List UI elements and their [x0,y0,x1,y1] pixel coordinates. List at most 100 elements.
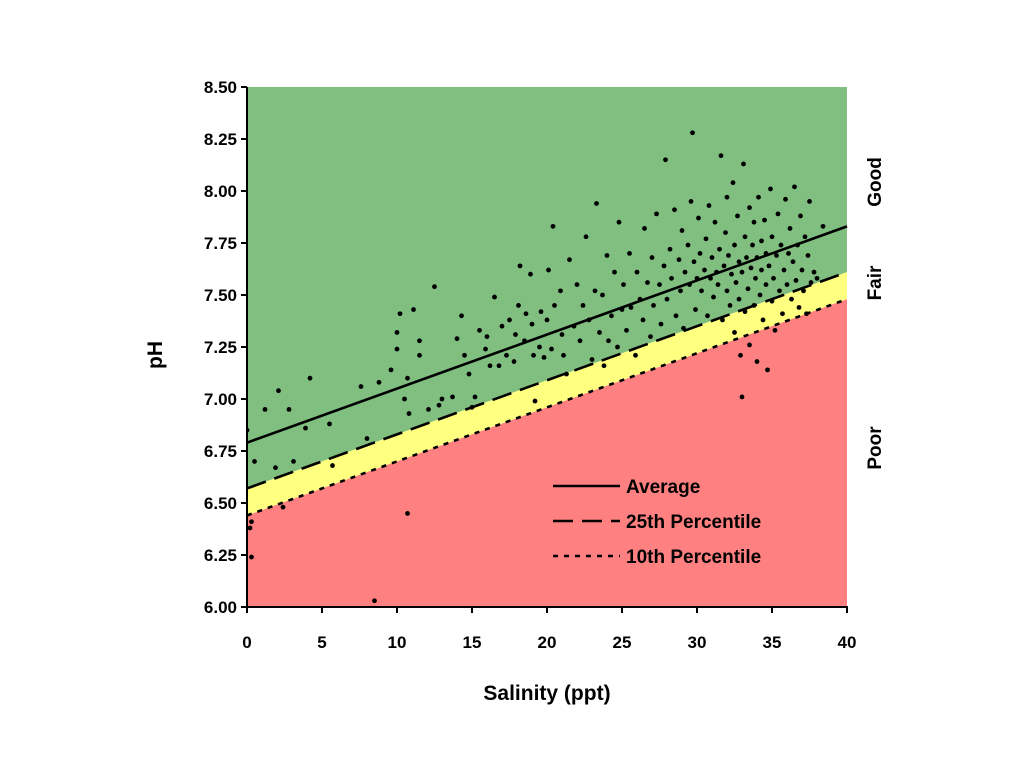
data-point [769,234,775,240]
data-point [724,194,730,200]
data-point [303,425,308,431]
data-point [417,352,422,358]
data-point [781,267,787,273]
data-point [760,317,766,323]
25th-percentile-line [246,270,848,490]
data-point [682,269,688,275]
x-tick-label: 20 [538,633,557,652]
data-point [541,355,547,360]
data-point [492,294,497,300]
data-point [693,307,698,312]
zone-fair [247,272,847,516]
data-point [697,251,703,256]
data-point [654,211,659,217]
data-point [600,292,605,298]
data-point [750,242,755,248]
data-point [727,303,733,308]
data-point [678,288,683,294]
y-tick-label: 8.50 [204,78,237,97]
data-point [601,363,607,369]
data-point [276,388,281,394]
data-point [663,157,668,163]
y-tick-label: 6.75 [204,442,237,461]
data-point [705,313,710,319]
legend-25th-label: 25th Percentile [626,512,761,533]
data-point [736,259,742,265]
data-point [330,463,335,468]
data-point [744,255,749,260]
data-point [732,330,737,335]
data-point [406,411,412,416]
data-point [753,275,758,281]
data-point [667,246,673,252]
data-point [732,242,737,248]
data-point [807,199,812,204]
data-point [496,363,502,369]
zone-label-poor: Poor [865,426,886,470]
data-point [531,352,536,358]
data-point [801,288,806,294]
data-point [411,307,416,312]
data-point [528,271,533,277]
data-point [756,194,761,200]
data-point [729,271,734,277]
data-point [484,334,490,339]
data-point [711,294,716,300]
data-point [717,246,722,252]
data-point [592,288,598,294]
data-point [436,402,442,408]
data-point [742,234,748,240]
axes [241,86,848,613]
data-point [787,226,793,231]
data-point [774,253,779,258]
data-point [726,253,731,258]
data-point [388,367,394,373]
data-point [706,203,712,208]
data-point [783,196,788,202]
data-point [549,346,554,352]
reference-lines [246,225,848,517]
data-point [696,215,701,221]
data-point [597,330,602,335]
x-tick-label: 10 [388,633,407,652]
data-point [247,525,253,531]
data-point [417,338,422,344]
scatter-points [247,130,826,604]
data-point [561,352,566,358]
data-point [775,211,781,217]
data-point [778,242,784,248]
data-point [546,267,551,273]
data-point [574,282,580,287]
data-point [777,288,782,294]
data-point [550,223,556,229]
legend-average-label: Average [626,477,700,498]
data-point [784,282,790,287]
data-point [736,296,742,302]
data-point [766,263,772,269]
x-tick-label: 40 [838,633,857,652]
data-point [658,321,664,327]
data-point [517,263,523,269]
data-point [820,223,826,229]
data-point [462,352,467,358]
data-point [741,161,746,167]
data-point [814,275,820,281]
y-tick-label: 7.25 [204,338,237,357]
data-point [768,186,773,192]
data-point [715,282,721,287]
legend: Average 25th Percentile 10th Percentile [553,477,761,568]
data-point [754,359,760,364]
data-point [762,217,767,223]
x-tick-label: 35 [763,633,782,652]
data-point [733,280,739,285]
data-point [466,371,472,377]
x-axis-title: Salinity (ppt) [483,682,610,705]
legend-10th-label: 10th Percentile [626,547,761,568]
data-point [459,313,464,319]
data-point [439,396,445,402]
data-point [516,303,521,308]
zone-labels: Good Fair Poor [865,157,886,469]
data-point [627,251,632,256]
10th-percentile-line [246,297,848,517]
tick-labels: 0 5 10 15 20 25 30 35 40 6.00 6.25 6.50 6.75 7.00 7.25… [204,78,857,652]
